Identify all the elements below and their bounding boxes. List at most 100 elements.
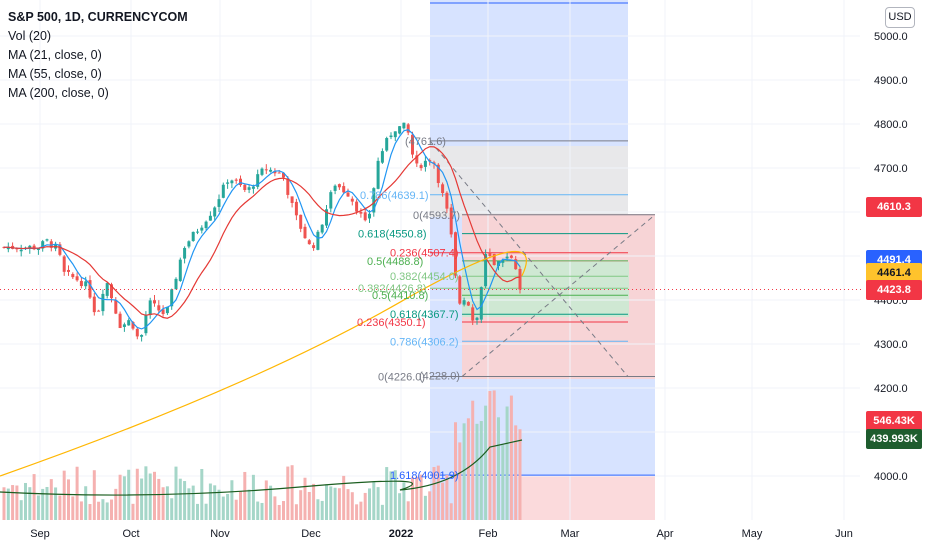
fib-level-label: 0.618(4367.7) <box>390 309 459 321</box>
candle-body <box>337 184 341 188</box>
fib-level-label: 0.236(4350.1) <box>357 317 426 329</box>
volume-bar <box>501 444 505 520</box>
volume-bar <box>170 498 174 520</box>
price-axis-label: 4610.3 <box>866 197 922 218</box>
volume-bar <box>105 502 109 520</box>
volume-bar <box>312 483 316 520</box>
candle-body <box>174 278 178 290</box>
volume-bar <box>380 504 384 520</box>
volume-bar <box>333 487 337 520</box>
volume-bar <box>514 425 518 520</box>
candle-body <box>479 287 483 320</box>
candle-body <box>320 224 324 233</box>
candle-body <box>101 293 105 312</box>
indicator-vol[interactable]: Vol (20) <box>8 29 52 43</box>
volume-bar <box>393 470 397 520</box>
candle-body <box>419 165 423 169</box>
volume-bar <box>204 503 208 520</box>
volume-bar <box>118 474 122 520</box>
candle-body <box>157 305 161 311</box>
volume-bar <box>161 487 165 520</box>
x-tick-label: Sep <box>30 528 50 540</box>
candle-body <box>329 192 333 209</box>
candle-body <box>372 188 376 213</box>
indicator-ma21[interactable]: MA (21, close, 0) <box>8 48 102 62</box>
volume-bar <box>454 422 457 520</box>
y-tick-label: 4900.0 <box>874 75 908 87</box>
fib-level-label: 0.382(4454.0) <box>390 271 459 283</box>
candle-body <box>131 322 135 329</box>
candle-body <box>6 247 10 250</box>
volume-bar <box>462 423 466 520</box>
volume-bar <box>144 466 148 520</box>
candle-body <box>471 307 475 321</box>
candle-body <box>41 241 45 249</box>
candle-body <box>208 215 212 221</box>
volume-bar <box>342 475 346 520</box>
fib-level-label: 0(4226.0) <box>378 372 425 384</box>
volume-bar <box>363 492 367 520</box>
candle-body <box>402 122 406 129</box>
x-tick-label: Oct <box>122 528 139 540</box>
candle-body <box>294 201 298 216</box>
candle-body <box>312 245 316 249</box>
candle-body <box>505 256 509 259</box>
volume-bar <box>492 390 496 520</box>
candle-body <box>19 249 23 252</box>
candle-body <box>45 239 49 241</box>
fib-zone-grey <box>430 146 628 217</box>
volume-bar <box>19 500 23 520</box>
volume-bar <box>217 489 221 520</box>
volume-bar <box>54 487 58 520</box>
volume-bar <box>303 477 307 520</box>
candle-body <box>492 253 496 266</box>
volume-bar <box>484 405 488 520</box>
candle-body <box>325 209 328 226</box>
candle-body <box>148 300 152 316</box>
volume-bar <box>282 501 285 520</box>
fib-level-label: 0.618(4550.8) <box>358 229 427 241</box>
candle-body <box>140 334 144 337</box>
volume-bar <box>260 502 264 520</box>
candle-body <box>363 212 367 221</box>
candle-body <box>256 174 260 187</box>
volume-bar <box>411 477 414 520</box>
volume-bar <box>97 501 101 520</box>
price-axis-label: 439.993K <box>866 429 922 450</box>
candle-body <box>286 178 290 195</box>
price-axis-label: 4461.4 <box>866 262 922 283</box>
volume-bar <box>84 486 88 520</box>
indicator-ma55[interactable]: MA (55, close, 0) <box>8 67 102 81</box>
fib-level-label: 0.382(4426.8) <box>358 283 427 295</box>
volume-bar <box>148 473 152 520</box>
indicator-ma200[interactable]: MA (200, close, 0) <box>8 86 109 100</box>
currency-button[interactable]: USD <box>885 7 915 28</box>
fib-level-label: (4228.0) <box>419 371 460 383</box>
volume-bar <box>247 489 251 520</box>
volume-bar <box>466 418 470 520</box>
volume-bar <box>153 471 156 520</box>
volume-bar <box>251 474 255 520</box>
candle-body <box>204 221 208 229</box>
volume-bar <box>294 504 298 520</box>
volume-bar <box>286 466 290 520</box>
candle-body <box>368 213 371 219</box>
symbol-title[interactable]: S&P 500, 1D, CURRENCYCOM <box>8 10 188 24</box>
volume-bar <box>419 474 423 520</box>
volume-bar <box>213 485 217 520</box>
candle-body <box>423 160 427 167</box>
y-tick-label: 4200.0 <box>874 383 908 395</box>
candle-body <box>127 320 131 326</box>
candle-body <box>415 155 419 164</box>
y-tick-label: 4800.0 <box>874 119 908 131</box>
volume-bar <box>36 495 40 520</box>
candle-body <box>355 201 359 212</box>
candle-body <box>49 241 53 248</box>
volume-bar <box>183 481 187 520</box>
candle-body <box>122 324 126 327</box>
candle-body <box>441 184 445 194</box>
ma21-line <box>3 129 521 330</box>
volume-bar <box>432 467 436 520</box>
volume-bar <box>79 501 83 520</box>
